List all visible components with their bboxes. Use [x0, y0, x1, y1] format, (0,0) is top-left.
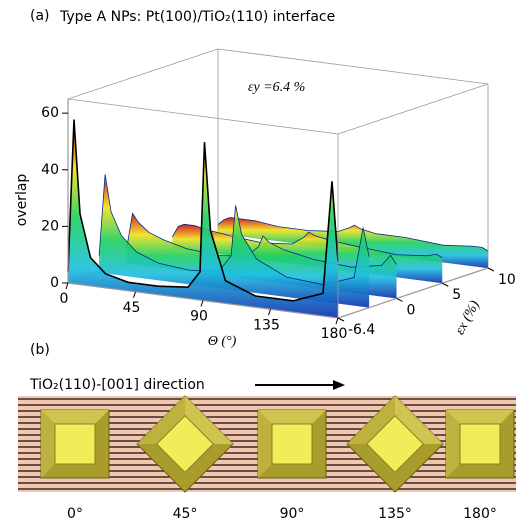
box-edge — [337, 267, 489, 319]
panel-label: (a) — [30, 8, 50, 24]
particle-top — [54, 423, 96, 465]
nanoparticle — [346, 395, 444, 493]
y-tick-label: 5 — [452, 287, 461, 303]
nanoparticle — [257, 409, 327, 479]
z-tick-label: 40 — [41, 162, 59, 178]
angle-label: 0° — [67, 506, 83, 522]
particle-facet — [446, 410, 514, 424]
angle-label: 135° — [378, 506, 412, 522]
nanoparticle — [136, 395, 234, 493]
particle-facet — [185, 395, 234, 444]
annotation: εy =6.4 % — [248, 80, 305, 95]
particle-facet — [346, 395, 395, 444]
nanoparticles: 0° 45° 90° 135° 180° — [40, 395, 515, 522]
surface-ridge — [99, 174, 370, 308]
particle-facet — [41, 410, 55, 478]
x-tick — [200, 300, 204, 307]
direction-arrow — [255, 380, 345, 390]
y-tick-label: -6.4 — [348, 322, 375, 338]
surface-ridge — [68, 119, 338, 318]
angle-label: 45° — [173, 506, 198, 522]
x-tick-label: 45 — [123, 300, 141, 316]
particle-facet — [395, 395, 444, 444]
particle-facet — [41, 410, 109, 424]
x-tick — [65, 282, 69, 290]
y-tick — [396, 298, 403, 302]
particle-top — [271, 423, 313, 465]
y-tick-label: 10 — [498, 272, 516, 288]
particle-top — [156, 415, 214, 473]
particle-facet — [446, 410, 460, 478]
y-tick — [337, 317, 345, 322]
particle-facet — [136, 395, 185, 444]
x-tick — [268, 309, 271, 316]
surface-line — [171, 223, 443, 259]
z-tick-label: 60 — [41, 105, 59, 121]
nanoparticle — [445, 409, 515, 479]
direction-label: TiO₂(110)-[001] direction — [29, 377, 205, 393]
x-tick — [335, 317, 339, 325]
x-tick-label: 0 — [60, 291, 69, 307]
x-tick-label: 135 — [253, 317, 280, 333]
box-edge — [337, 83, 489, 135]
x-tick-label: 90 — [190, 309, 208, 325]
x-tick — [133, 291, 136, 298]
nanoparticle — [40, 409, 110, 479]
box-edge — [67, 98, 339, 135]
x-axis-label: Θ (°) — [208, 334, 237, 349]
particle-top — [459, 423, 501, 465]
y-tick-label: 0 — [407, 302, 416, 318]
particle-facet — [258, 410, 272, 478]
particle-top — [366, 415, 424, 473]
angle-label: 180° — [463, 506, 497, 522]
angle-label: 90° — [280, 506, 305, 522]
y-tick — [487, 267, 495, 272]
y-axis-label: εx (%) — [453, 298, 483, 337]
z-tick-label: 20 — [41, 218, 59, 234]
box-edge — [67, 48, 219, 100]
z-tick-label: 0 — [50, 275, 59, 291]
box-edge — [217, 48, 489, 85]
y-tick — [442, 282, 449, 287]
surface-line — [67, 119, 339, 302]
z-axis-label: overlap — [14, 174, 30, 227]
x-tick-label: 180 — [321, 326, 348, 342]
chart-title: Type A NPs: Pt(100)/TiO₂(110) interface — [59, 9, 335, 25]
panel-label: (b) — [30, 342, 50, 358]
particle-facet — [258, 410, 326, 424]
